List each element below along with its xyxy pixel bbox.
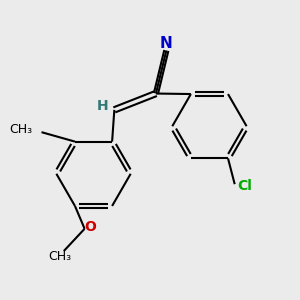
Text: CH₃: CH₃: [48, 250, 71, 263]
Text: O: O: [84, 220, 96, 234]
Text: N: N: [160, 36, 173, 51]
Text: Cl: Cl: [237, 179, 252, 193]
Text: CH₃: CH₃: [9, 123, 32, 136]
Text: H: H: [97, 99, 109, 113]
